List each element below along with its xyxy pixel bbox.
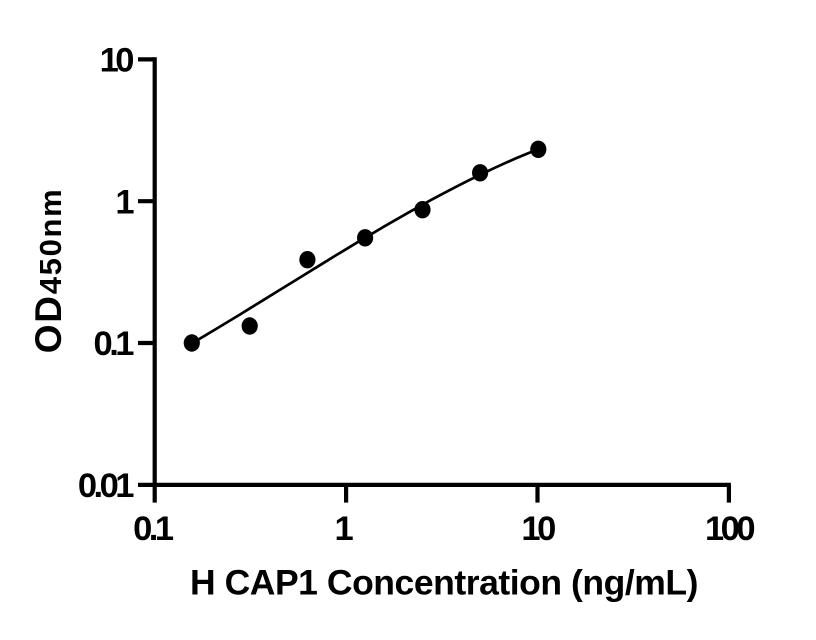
svg-text:0.1: 0.1 [94,325,135,363]
svg-text:100: 100 [705,510,754,548]
svg-text:OD450nm: OD450nm [28,188,69,354]
svg-text:0.1: 0.1 [133,510,174,548]
svg-text:H CAP1 Concentration (ng/mL): H CAP1 Concentration (ng/mL) [190,563,698,603]
svg-text:10: 10 [100,42,134,80]
svg-text:10: 10 [521,510,555,548]
svg-text:0.01: 0.01 [78,467,134,505]
